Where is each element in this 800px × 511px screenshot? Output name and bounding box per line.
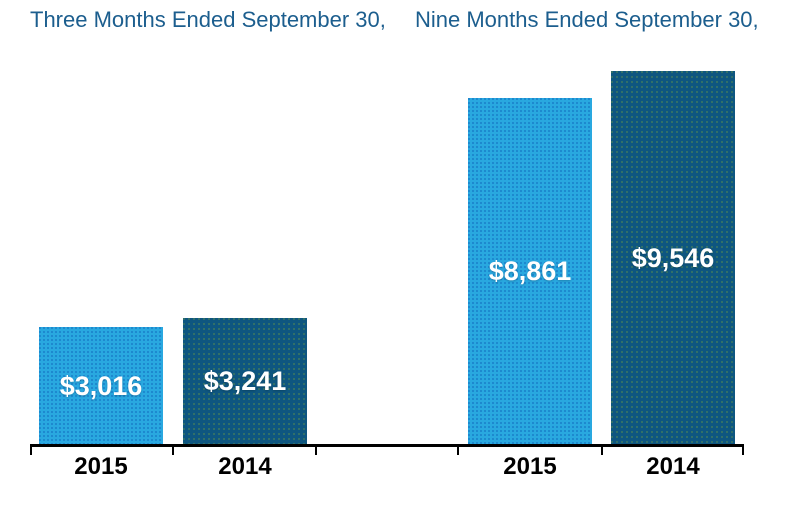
bar-three-months-2015: $3,016 bbox=[39, 327, 163, 445]
axis-tick bbox=[457, 444, 459, 455]
bar-nine-months-2015: $8,861 bbox=[468, 98, 592, 445]
bar-value-label-three-months-2014: $3,241 bbox=[203, 366, 287, 396]
bar-value-label-three-months-2015: $3,016 bbox=[59, 370, 143, 401]
x-axis-label-nine-months-2015: 2015 bbox=[503, 453, 557, 480]
group-title-nine-months: Nine Months Ended September 30, bbox=[415, 7, 759, 32]
axis-tick bbox=[742, 444, 744, 455]
x-axis-label-three-months-2014: 2014 bbox=[218, 453, 272, 480]
bar-value-label-nine-months-2014: $9,546 bbox=[631, 242, 715, 273]
x-axis-label-nine-months-2014: 2014 bbox=[646, 453, 700, 480]
x-axis-line bbox=[30, 444, 744, 447]
group-title-three-months: Three Months Ended September 30, bbox=[30, 7, 386, 32]
x-axis-label-three-months-2015: 2015 bbox=[74, 453, 128, 480]
axis-tick bbox=[601, 444, 603, 455]
bar-nine-months-2014: $9,546 bbox=[611, 71, 735, 445]
bar-value-label-nine-months-2015: $8,861 bbox=[488, 256, 572, 286]
axis-tick bbox=[30, 444, 32, 455]
axis-tick bbox=[315, 444, 317, 455]
axis-tick bbox=[172, 444, 174, 455]
bar-three-months-2014: $3,241 bbox=[183, 318, 307, 445]
